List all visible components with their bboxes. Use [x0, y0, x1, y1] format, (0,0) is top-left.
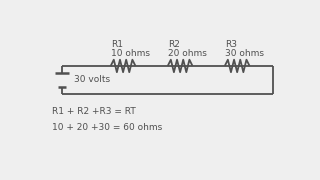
Text: R1: R1 [111, 40, 123, 49]
Text: 30 ohms: 30 ohms [225, 49, 264, 58]
Text: 10 ohms: 10 ohms [111, 49, 150, 58]
Text: R2: R2 [168, 40, 180, 49]
Text: 30 volts: 30 volts [74, 75, 110, 84]
Text: 20 ohms: 20 ohms [168, 49, 207, 58]
Text: 10 + 20 +30 = 60 ohms: 10 + 20 +30 = 60 ohms [52, 123, 163, 132]
Text: R1 + R2 +R3 = RT: R1 + R2 +R3 = RT [52, 107, 136, 116]
Text: R3: R3 [225, 40, 237, 49]
